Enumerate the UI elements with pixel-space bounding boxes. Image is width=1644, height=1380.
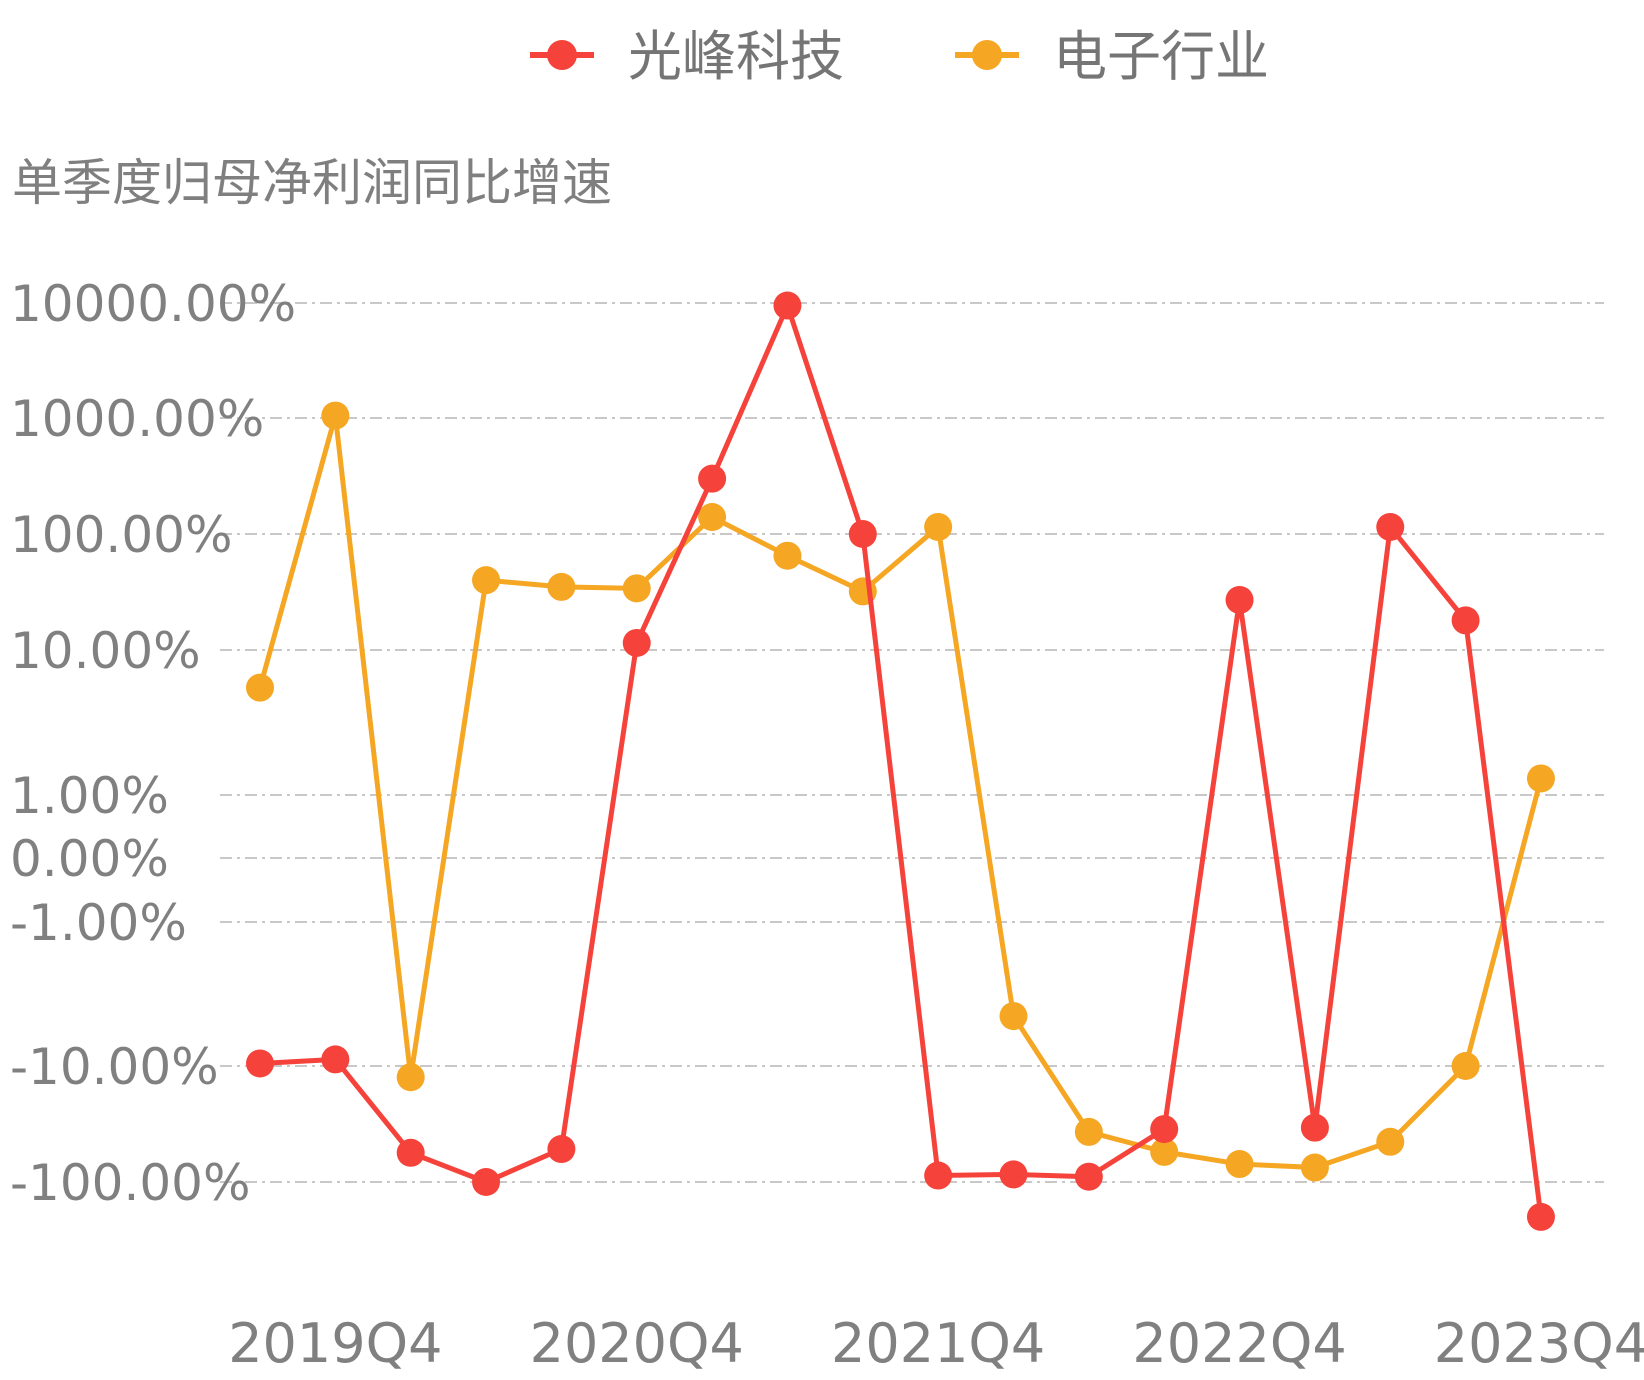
data-point-2023q1[interactable] — [1300, 1153, 1329, 1182]
data-point-2021q1[interactable] — [698, 464, 727, 493]
data-point-2023q1[interactable] — [1300, 1113, 1329, 1142]
x-axis-ticks: 2019Q4 2020Q4 2021Q4 2022Q4 2023Q4 — [228, 1312, 1644, 1375]
y-tick-label: 1000.00% — [10, 390, 264, 448]
legend-label: 光峰科技 — [628, 25, 844, 88]
x-tick-label-2019q4: 2019Q4 — [228, 1312, 442, 1375]
y-tick-label: 100.00% — [10, 506, 232, 564]
data-point-2020q4[interactable] — [622, 628, 651, 657]
data-point-2023q2[interactable] — [1376, 512, 1405, 541]
y-axis-title: 单季度归母净利润同比增速 — [12, 154, 612, 212]
y-tick-label: -1.00% — [10, 894, 187, 952]
data-point-2022q2[interactable] — [1074, 1117, 1103, 1146]
data-point-2021q4[interactable] — [924, 1161, 953, 1190]
data-point-2020q2[interactable] — [472, 566, 501, 595]
data-point-2021q3[interactable] — [848, 520, 877, 548]
x-tick-label-2022q4: 2022Q4 — [1132, 1312, 1346, 1375]
data-point-2022q1[interactable] — [999, 1160, 1028, 1189]
series-0 — [246, 291, 1555, 1231]
data-point-2022q4[interactable] — [1225, 585, 1254, 614]
data-point-2022q3[interactable] — [1150, 1115, 1179, 1144]
data-point-2019q4[interactable] — [321, 401, 350, 430]
series-line-1 — [257, 413, 1544, 1171]
y-tick-label: 10000.00% — [10, 275, 296, 333]
data-point-2021q1[interactable] — [698, 503, 727, 532]
data-point-2021q4[interactable] — [924, 512, 953, 541]
x-tick-label-2021q4: 2021Q4 — [831, 1312, 1045, 1375]
data-point-2020q2[interactable] — [472, 1168, 501, 1196]
legend-swatch-marker — [972, 40, 1002, 70]
data-point-2019q3[interactable] — [246, 673, 274, 702]
data-point-2020q3[interactable] — [547, 1135, 576, 1164]
data-point-2022q4[interactable] — [1225, 1150, 1254, 1179]
legend-label: 电子行业 — [1053, 25, 1269, 88]
y-tick-label: 1.00% — [10, 767, 169, 825]
y-tick-label: -10.00% — [10, 1038, 219, 1096]
x-tick-label-2023q4: 2023Q4 — [1434, 1312, 1644, 1375]
legend-item-1[interactable]: 电子行业 — [955, 25, 1269, 88]
data-point-2022q1[interactable] — [999, 1002, 1028, 1031]
data-point-2020q3[interactable] — [547, 572, 576, 601]
data-point-2023q4[interactable] — [1526, 1202, 1555, 1231]
data-point-2022q3[interactable] — [1150, 1137, 1179, 1166]
data-point-2019q4[interactable] — [321, 1045, 350, 1074]
series-1 — [246, 401, 1555, 1182]
data-point-2022q2[interactable] — [1074, 1162, 1103, 1191]
legend-swatch-marker — [547, 40, 577, 70]
y-tick-label: 10.00% — [10, 622, 201, 680]
data-point-2021q2[interactable] — [773, 541, 802, 570]
data-point-2020q4[interactable] — [622, 574, 651, 603]
y-axis-ticks: 10000.00% 1000.00% 100.00% 10.00% 1.00%0.00%… — [10, 275, 296, 1212]
y-tick-label: -100.00% — [10, 1154, 251, 1212]
series-group — [246, 291, 1555, 1231]
gridlines — [220, 302, 1604, 1183]
data-point-2020q1[interactable] — [396, 1063, 425, 1092]
series-line-0 — [259, 303, 1544, 1218]
data-point-2023q3[interactable] — [1451, 1052, 1480, 1080]
data-point-2023q2[interactable] — [1376, 1127, 1405, 1156]
x-tick-label-2020q4: 2020Q4 — [530, 1312, 744, 1375]
data-point-2021q2[interactable] — [773, 291, 802, 320]
data-point-2019q3[interactable] — [246, 1049, 274, 1078]
legend: 光峰科技 电子行业 — [530, 25, 1269, 88]
legend-item-0[interactable]: 光峰科技 — [530, 25, 844, 88]
data-point-2020q1[interactable] — [396, 1138, 425, 1167]
data-point-2023q4[interactable] — [1526, 764, 1555, 793]
y-tick-label: 0.00% — [10, 830, 169, 888]
data-point-2023q3[interactable] — [1451, 606, 1480, 635]
